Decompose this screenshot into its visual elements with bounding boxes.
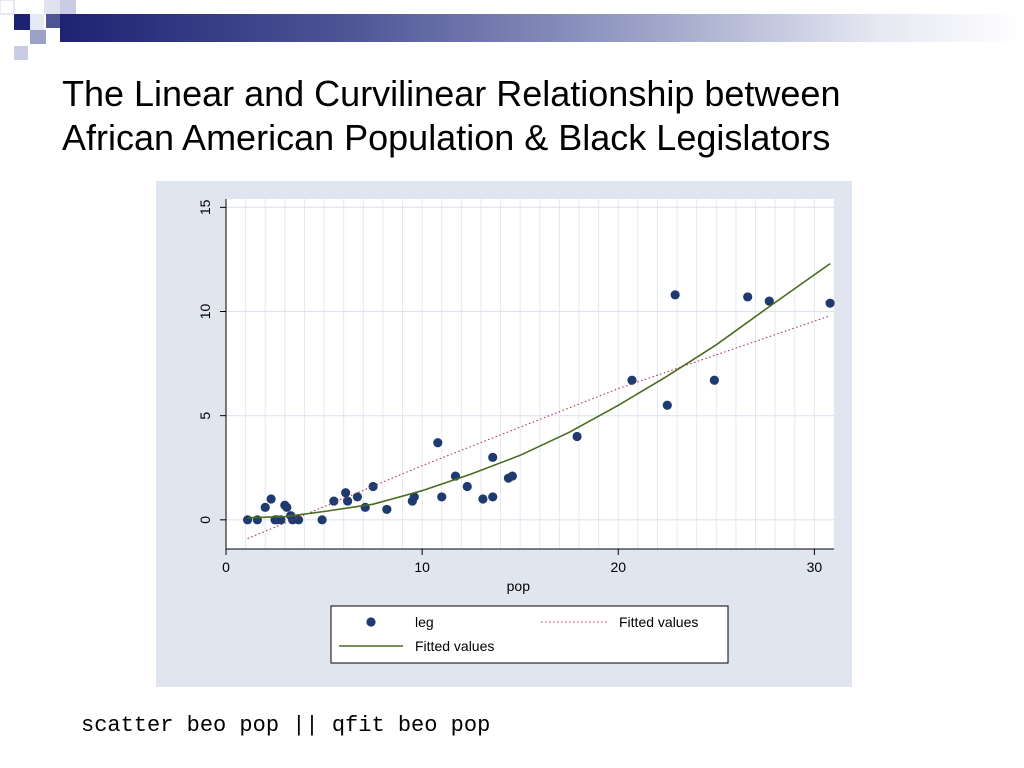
data-point xyxy=(743,292,753,302)
data-point xyxy=(252,515,262,525)
data-point xyxy=(507,471,517,481)
data-point xyxy=(329,496,339,506)
data-point xyxy=(627,375,637,385)
data-point xyxy=(293,515,304,525)
data-point xyxy=(433,438,443,448)
data-point xyxy=(352,492,363,502)
data-point xyxy=(488,452,498,462)
decor-square xyxy=(30,14,44,30)
data-point xyxy=(242,515,253,525)
data-point xyxy=(462,481,472,492)
title-gradient-bar xyxy=(60,14,1024,42)
x-tick-label: 30 xyxy=(807,559,823,575)
slide-title: The Linear and Curvilinear Relationship … xyxy=(62,72,982,160)
data-point xyxy=(343,496,353,506)
data-point xyxy=(488,492,498,502)
plot-area xyxy=(226,199,834,549)
data-point xyxy=(260,502,270,512)
data-point xyxy=(478,494,488,504)
legend-point-marker xyxy=(366,617,376,627)
y-tick-label: 10 xyxy=(197,304,213,320)
data-point xyxy=(709,375,719,385)
decor-square xyxy=(44,0,60,14)
x-tick-label: 0 xyxy=(222,559,230,575)
y-tick-label: 0 xyxy=(197,516,213,524)
decor-square xyxy=(0,0,15,15)
decor-square xyxy=(14,46,28,60)
x-tick-label: 10 xyxy=(414,559,430,575)
data-point xyxy=(764,296,774,306)
slide-title-line-1: The Linear and Curvilinear Relationship … xyxy=(62,73,841,114)
chart-panel: 0 10 20 30 0 5 10 15 pop leg Fitted values Fitted v… xyxy=(156,181,852,687)
data-point xyxy=(341,488,351,498)
x-axis-label: pop xyxy=(507,578,531,594)
data-point xyxy=(409,492,419,502)
data-point xyxy=(382,504,392,515)
legend-box xyxy=(330,605,729,664)
decor-square xyxy=(14,14,30,30)
data-point xyxy=(317,515,327,525)
decor-square xyxy=(46,14,60,28)
data-point xyxy=(368,481,378,492)
data-point xyxy=(670,290,680,300)
quadratic-fit-line xyxy=(247,262,831,519)
slide-decoration xyxy=(0,0,76,60)
data-point xyxy=(572,431,582,442)
legend-label: Fitted values xyxy=(619,614,698,630)
decor-square xyxy=(30,30,46,44)
y-tick-label: 15 xyxy=(197,199,213,215)
stata-command: scatter beo pop || qfit beo pop xyxy=(81,713,491,738)
x-tick-label: 20 xyxy=(610,559,626,575)
legend-label: leg xyxy=(415,614,434,630)
data-point xyxy=(825,298,835,308)
scatter-chart: 0 10 20 30 0 5 10 15 pop leg Fitted values Fitted v… xyxy=(197,199,835,664)
slide-title-line-2: African American Population & Black Legi… xyxy=(62,117,831,158)
decor-square xyxy=(60,0,76,14)
data-point xyxy=(662,400,672,410)
data-point xyxy=(282,502,292,512)
data-point xyxy=(437,492,447,502)
legend-label: Fitted values xyxy=(415,638,494,654)
data-point xyxy=(266,494,276,504)
y-tick-label: 5 xyxy=(197,412,213,420)
